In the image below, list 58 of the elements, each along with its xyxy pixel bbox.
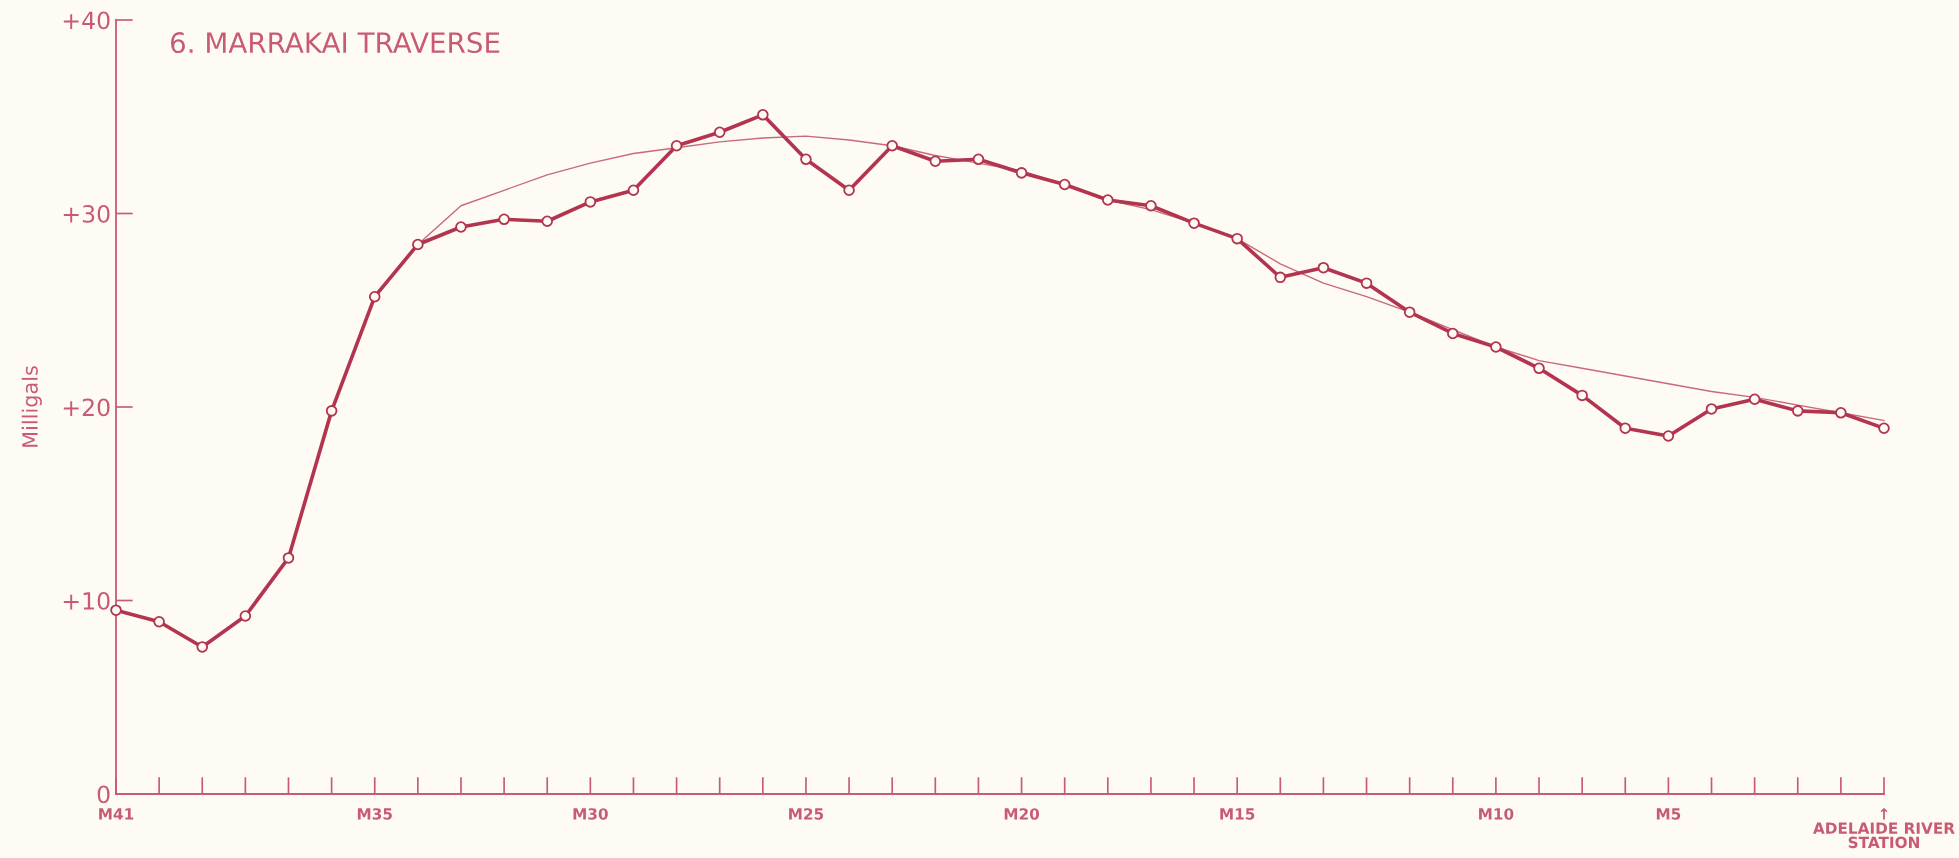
- point: [110, 604, 122, 616]
- chart-title: 6. MARRAKAI TRAVERSE: [170, 32, 500, 54]
- point: [713, 126, 726, 138]
- y-tick-label: +30: [63, 204, 110, 223]
- y-axis-title: Milligals: [21, 366, 42, 447]
- point: [1403, 306, 1416, 318]
- point: [153, 616, 165, 628]
- point: [627, 184, 640, 197]
- x-tick-label: M15: [1220, 808, 1255, 820]
- point: [1188, 217, 1200, 229]
- point: [455, 221, 467, 233]
- point: [1533, 362, 1545, 375]
- point: [1791, 405, 1804, 417]
- y-tick-label: +10: [63, 591, 110, 610]
- x-tick-label: M35: [357, 808, 392, 820]
- point: [368, 290, 381, 303]
- x-tick-label: M5: [1656, 808, 1681, 820]
- point: [196, 641, 209, 653]
- point: [670, 140, 683, 152]
- x-tick-label: M41: [99, 808, 134, 820]
- point: [282, 552, 295, 564]
- point: [1705, 403, 1718, 415]
- x-tick-label: M30: [573, 808, 608, 820]
- point: [1576, 389, 1588, 402]
- x-tick-label: M25: [789, 808, 824, 820]
- x-tick-label: M20: [1004, 808, 1040, 820]
- point: [541, 215, 553, 228]
- point: [584, 196, 597, 208]
- point: [843, 184, 855, 197]
- point: [800, 153, 812, 166]
- y-tick-label: +20: [63, 398, 110, 417]
- point: [325, 405, 338, 417]
- point: [239, 610, 252, 622]
- point: [498, 213, 510, 226]
- point: [1274, 271, 1287, 284]
- point: [1748, 393, 1761, 406]
- y-tick-label: 0: [97, 785, 110, 804]
- point: [886, 140, 898, 152]
- x-tick-label: M10: [1479, 808, 1514, 820]
- point: [1317, 261, 1330, 274]
- point: [1231, 232, 1243, 245]
- point: [412, 238, 424, 251]
- point: [1619, 422, 1632, 435]
- point: [1102, 194, 1114, 206]
- x-tick-label: ↑ ADELAIDE RIVER STATION: [1813, 808, 1955, 849]
- point: [1447, 327, 1459, 340]
- point: [929, 155, 942, 168]
- point: [972, 153, 985, 166]
- point: [757, 109, 769, 121]
- point: [1015, 167, 1028, 179]
- point: [1878, 422, 1890, 435]
- y-tick-label: +40: [63, 11, 110, 30]
- point: [1058, 178, 1071, 191]
- point: [1835, 407, 1847, 419]
- point: [1145, 199, 1157, 212]
- point: [1490, 341, 1502, 353]
- point: [1662, 430, 1675, 442]
- point: [1360, 277, 1373, 289]
